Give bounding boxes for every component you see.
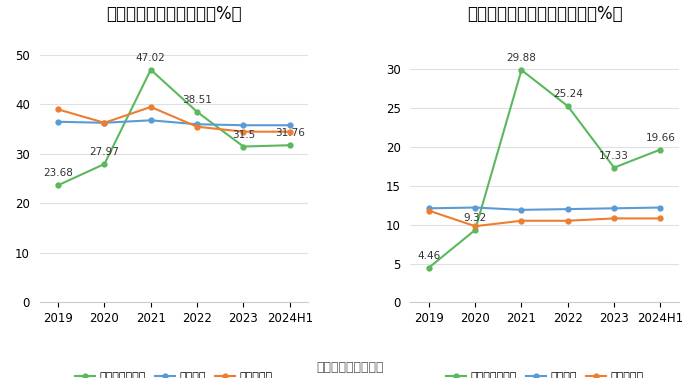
行业中位数 [193, 124, 202, 129]
Text: 17.33: 17.33 [599, 151, 629, 161]
Text: 19.66: 19.66 [645, 133, 675, 143]
Text: 31.5: 31.5 [232, 130, 255, 139]
行业中位数 [471, 224, 480, 228]
行业中位数 [286, 129, 294, 134]
行业中位数 [425, 208, 433, 213]
行业均值 [54, 119, 62, 124]
Line: 行业中位数: 行业中位数 [426, 208, 663, 229]
行业中位数 [54, 107, 62, 112]
行业中位数 [146, 105, 155, 109]
公司资产负债率 [54, 183, 62, 187]
Line: 有息资产负债率: 有息资产负债率 [426, 68, 663, 270]
Legend: 公司资产负债率, 行业均值, 行业中位数: 公司资产负债率, 行业均值, 行业中位数 [71, 368, 277, 378]
Title: 近年来有息资产负债率情况（%）: 近年来有息资产负债率情况（%） [467, 5, 622, 23]
Legend: 有息资产负债率, 行业均值, 行业中位数: 有息资产负债率, 行业均值, 行业中位数 [442, 368, 648, 378]
行业均值 [471, 205, 480, 210]
行业中位数 [239, 129, 248, 134]
Text: 31.76: 31.76 [275, 128, 304, 138]
Text: 38.51: 38.51 [182, 95, 212, 105]
行业中位数 [656, 216, 664, 221]
Text: 25.24: 25.24 [553, 89, 582, 99]
公司资产负债率 [100, 162, 108, 166]
行业中位数 [610, 216, 618, 221]
有息资产负债率 [425, 265, 433, 270]
行业中位数 [100, 121, 108, 125]
Text: 47.02: 47.02 [136, 53, 166, 63]
有息资产负债率 [517, 68, 526, 72]
Text: 23.68: 23.68 [43, 168, 73, 178]
行业均值 [517, 208, 526, 212]
公司资产负债率 [286, 143, 294, 147]
Text: 9.32: 9.32 [463, 213, 486, 223]
Text: 29.88: 29.88 [507, 53, 536, 63]
Text: 27.97: 27.97 [90, 147, 120, 157]
行业均值 [610, 206, 618, 211]
Line: 公司资产负债率: 公司资产负债率 [56, 67, 292, 187]
行业均值 [286, 123, 294, 127]
公司资产负债率 [146, 67, 155, 72]
Line: 行业均值: 行业均值 [56, 118, 292, 128]
公司资产负债率 [239, 144, 248, 149]
Text: 数据来源：恒生聚源: 数据来源：恒生聚源 [316, 361, 384, 374]
行业均值 [146, 118, 155, 122]
Line: 行业均值: 行业均值 [426, 205, 663, 212]
Title: 近年来资产负债率情况（%）: 近年来资产负债率情况（%） [106, 5, 242, 23]
行业中位数 [517, 218, 526, 223]
行业均值 [193, 122, 202, 127]
有息资产负债率 [471, 228, 480, 232]
行业中位数 [564, 218, 572, 223]
有息资产负债率 [656, 147, 664, 152]
有息资产负债率 [610, 165, 618, 170]
行业均值 [656, 205, 664, 210]
Text: 4.46: 4.46 [417, 251, 440, 261]
公司资产负债率 [193, 110, 202, 114]
Line: 行业中位数: 行业中位数 [56, 104, 292, 134]
有息资产负债率 [564, 104, 572, 108]
行业均值 [100, 121, 108, 125]
行业均值 [564, 207, 572, 211]
行业均值 [425, 206, 433, 211]
行业均值 [239, 123, 248, 127]
